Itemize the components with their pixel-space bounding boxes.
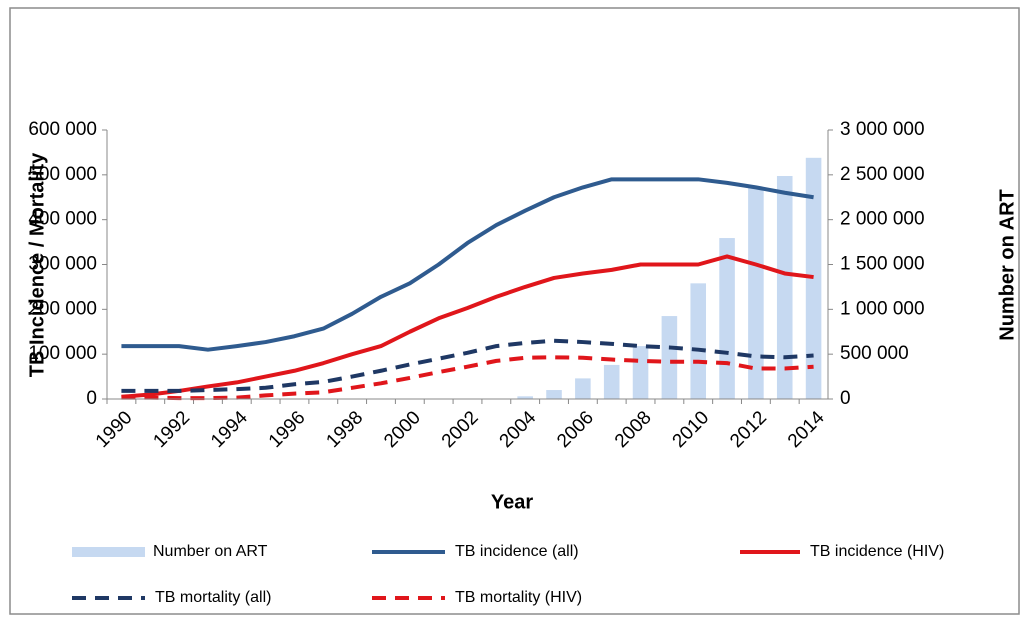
line — [121, 338, 814, 393]
legend-label: TB incidence (HIV) — [810, 543, 944, 560]
legend-swatch — [72, 547, 145, 557]
chart-border — [9, 7, 1020, 615]
bar — [517, 396, 533, 399]
legend-label: TB mortality (HIV) — [455, 589, 582, 606]
legend-label: Number on ART — [153, 543, 268, 560]
bar — [546, 390, 562, 399]
line — [121, 177, 814, 352]
bar — [719, 238, 735, 399]
bar — [575, 378, 591, 399]
bar — [776, 175, 793, 399]
bar — [690, 283, 707, 399]
y-tick-label: 100 000 — [28, 343, 97, 364]
y2-tick-label: 1 000 000 — [840, 298, 925, 319]
y2-tick-label: 2 500 000 — [840, 164, 925, 185]
x-axis-title: Year — [491, 491, 533, 513]
y2-tick-label: 2 000 000 — [840, 209, 925, 230]
line — [121, 254, 814, 399]
legend-label: TB incidence (all) — [455, 543, 579, 560]
y-tick-label: 400 000 — [28, 209, 97, 230]
bar — [632, 346, 649, 399]
y2-tick-label: 1 500 000 — [840, 254, 925, 275]
y2-tick-label: 500 000 — [840, 343, 909, 364]
y2-tick-label: 3 000 000 — [840, 119, 925, 140]
bar — [603, 364, 620, 399]
y2-axis-title: Number on ART — [996, 189, 1018, 340]
line — [121, 355, 814, 401]
bar — [805, 157, 822, 399]
y2-tick-label: 0 — [840, 388, 851, 409]
y-tick-label: 500 000 — [28, 164, 97, 185]
y-tick-label: 300 000 — [28, 254, 97, 275]
y-tick-label: 0 — [86, 388, 97, 409]
bar — [748, 186, 764, 399]
y-tick-label: 600 000 — [28, 119, 97, 140]
y-tick-label: 200 000 — [28, 298, 97, 319]
legend-label: TB mortality (all) — [155, 589, 271, 606]
bar — [661, 316, 678, 399]
y-axis-title: TB Incidence / Mortality — [26, 152, 48, 377]
